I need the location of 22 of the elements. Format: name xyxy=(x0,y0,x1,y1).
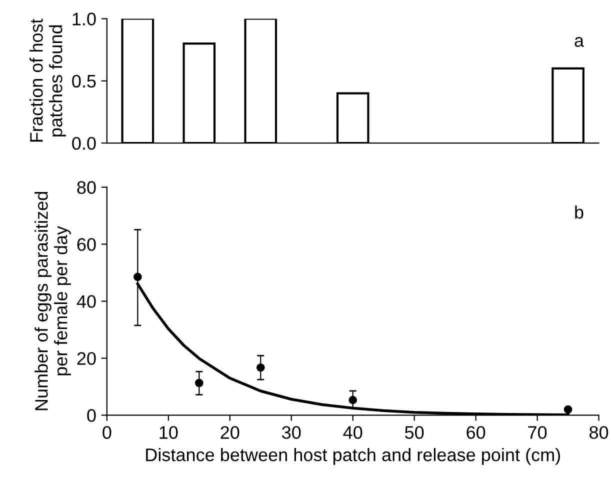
y-tick-label: 40 xyxy=(76,295,96,308)
x-tick-label: 70 xyxy=(528,426,547,439)
y-tick-label: 0.0 xyxy=(72,136,96,150)
y-tick-label: 1.0 xyxy=(72,12,96,26)
y-tick-label: 0 xyxy=(87,409,96,422)
y-tick-label: 60 xyxy=(77,238,96,251)
y-tick-label: 20 xyxy=(77,352,96,365)
x-tick-label: 80 xyxy=(590,426,608,439)
x-axis-title: Distance between host patch and release point (cm) xyxy=(146,448,560,465)
x-tick-label: 30 xyxy=(282,426,301,439)
y-tick-label: 0.5 xyxy=(72,74,96,88)
x-tick-label: 10 xyxy=(160,426,178,439)
y-tick-label: 80 xyxy=(77,181,96,194)
x-tick-label: 0 xyxy=(102,426,112,439)
y-axis-title: Number of eggs parasitized per female per day xyxy=(34,192,71,410)
x-tick-label: 20 xyxy=(220,426,240,439)
x-tick-label: 60 xyxy=(466,426,486,439)
x-tick-label: 40 xyxy=(343,426,362,439)
y-axis-title: Fraction of host patches found xyxy=(30,18,66,142)
x-tick-label: 50 xyxy=(405,426,424,439)
annotation: b xyxy=(575,205,584,219)
annotation: a xyxy=(574,37,584,47)
